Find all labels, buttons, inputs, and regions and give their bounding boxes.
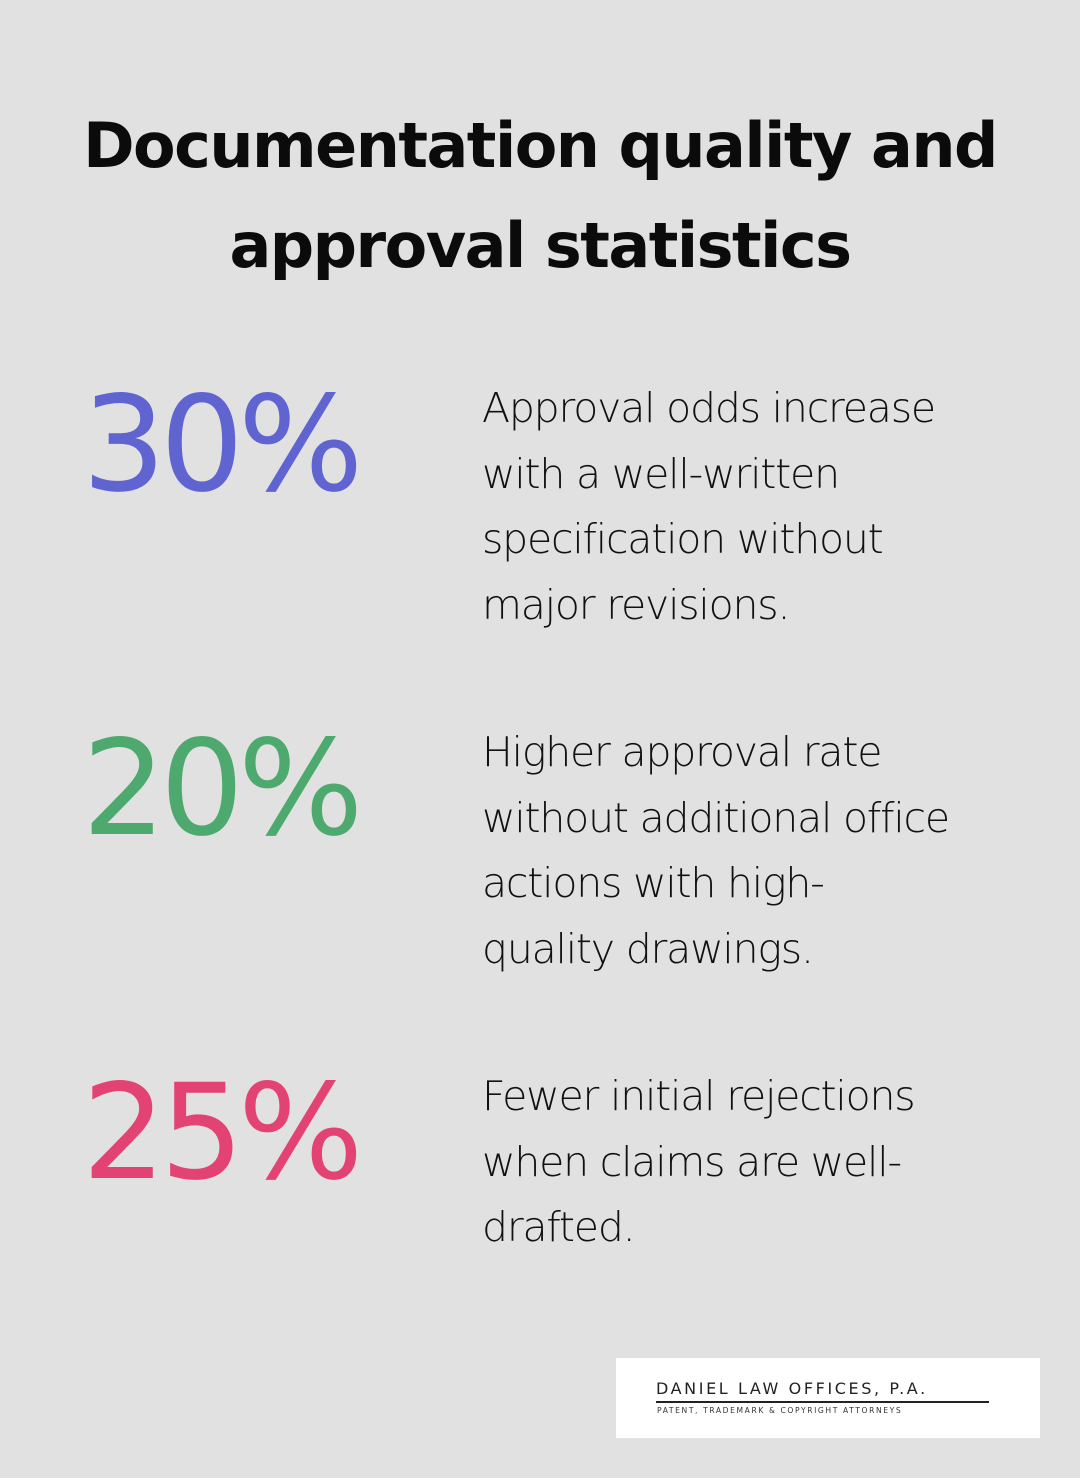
stat-2-line-1: Higher approval rate (482, 728, 882, 776)
stat-3-line-1: Fewer initial rejections (482, 1072, 916, 1120)
stat-1-line-1: Approval odds increase (482, 384, 936, 432)
stat-value-3: 25% (82, 1056, 363, 1210)
logo-divider (656, 1401, 989, 1403)
stat-value-1: 30% (82, 368, 363, 522)
stat-2-line-2: without additional office (482, 793, 950, 842)
stat-description-3: Fewer initial rejections when claims are… (482, 1064, 1042, 1261)
stat-2-line-3: actions with high- (482, 859, 825, 907)
stat-description-1: Approval odds increase with a well-writt… (482, 376, 1042, 638)
stat-2-line-4: quality drawings. (482, 924, 814, 973)
logo-firm-name: DANIEL LAW OFFICES, P.A. (656, 1379, 928, 1398)
logo-tagline: PATENT, TRADEMARK & COPYRIGHT ATTORNEYS (657, 1406, 903, 1415)
title-line-1: Documentation quality and (83, 109, 998, 182)
stat-1-line-2: with a well-written (482, 449, 840, 498)
stat-1-line-4: major revisions. (482, 580, 790, 629)
stat-description-2: Higher approval rate without additional … (482, 720, 1042, 982)
stat-value-2: 20% (82, 712, 363, 866)
stat-3-line-3: drafted. (482, 1203, 636, 1251)
title-line-2: approval statistics (229, 209, 852, 282)
stat-3-line-2: when claims are well- (482, 1137, 902, 1186)
law-office-logo: DANIEL LAW OFFICES, P.A. PATENT, TRADEMA… (616, 1358, 1040, 1438)
page-title: Documentation quality and approval stati… (0, 96, 1080, 296)
stat-1-line-3: specification without (482, 515, 884, 563)
